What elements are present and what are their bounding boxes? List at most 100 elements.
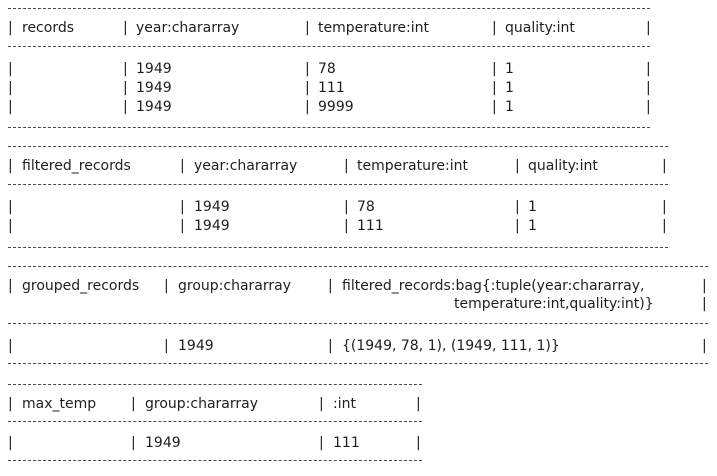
table-border-bottom [8, 363, 708, 364]
column-separator: | [8, 20, 13, 36]
table-filtered-records: | filtered_records | year:chararray | te… [8, 146, 670, 250]
column-separator: | [8, 435, 13, 451]
column-header: group:chararray [145, 396, 258, 412]
column-separator: | [515, 158, 520, 174]
cell-value: 1949 [145, 435, 181, 451]
column-separator: | [180, 158, 185, 174]
table-border-top [8, 266, 708, 267]
column-separator: | [131, 396, 136, 412]
cell-value: 1949 [194, 218, 230, 234]
column-separator: | [8, 99, 13, 115]
cell-value: 1949 [136, 80, 172, 96]
column-separator: | [646, 99, 651, 115]
column-separator: | [131, 435, 136, 451]
cell-value: 111 [357, 218, 384, 234]
column-separator: | [8, 158, 13, 174]
column-separator: | [123, 80, 128, 96]
table-border-top [8, 8, 650, 9]
column-separator: | [8, 218, 13, 234]
column-separator: | [662, 218, 667, 234]
cell-value: {(1949, 78, 1), (1949, 111, 1)} [342, 338, 560, 354]
table-max-temp: | max_temp | group:chararray | :int | | … [8, 384, 424, 468]
column-separator: | [123, 99, 128, 115]
column-separator: | [8, 61, 13, 77]
alias-header: records [22, 20, 75, 36]
cell-value: 1 [528, 218, 537, 234]
column-separator: | [646, 20, 651, 36]
column-separator: | [492, 99, 497, 115]
column-separator: | [180, 218, 185, 234]
header-divider [8, 46, 650, 47]
column-separator: | [164, 338, 169, 354]
column-separator: | [319, 396, 324, 412]
alias-header: filtered_records [22, 158, 131, 174]
column-separator: | [515, 199, 520, 215]
column-separator: | [492, 61, 497, 77]
cell-value: 111 [318, 80, 345, 96]
column-separator: | [319, 435, 324, 451]
column-header: year:chararray [136, 20, 240, 36]
column-separator: | [662, 158, 667, 174]
column-separator: | [305, 61, 310, 77]
column-separator: | [164, 278, 169, 294]
table-border-top [8, 146, 668, 147]
header-divider [8, 184, 668, 185]
column-separator: | [515, 218, 520, 234]
alias-header: grouped_records [22, 278, 140, 294]
alias-header: max_temp [22, 396, 97, 412]
column-header: quality:int [528, 158, 598, 174]
table-border-bottom [8, 127, 650, 128]
column-header: filtered_records:bag{:tuple(year:chararr… [342, 278, 645, 294]
column-separator: | [702, 296, 707, 312]
table-border-bottom [8, 247, 668, 248]
table-border-top [8, 384, 422, 385]
column-separator: | [416, 435, 421, 451]
column-separator: | [328, 338, 333, 354]
column-separator: | [305, 20, 310, 36]
column-separator: | [123, 20, 128, 36]
column-separator: | [8, 338, 13, 354]
column-separator: | [344, 199, 349, 215]
table-records: | records | year:chararray | temperature… [8, 8, 656, 130]
column-separator: | [344, 218, 349, 234]
cell-value: 1 [505, 80, 514, 96]
column-separator: | [123, 61, 128, 77]
cell-value: 1 [505, 61, 514, 77]
column-header: temperature:int [318, 20, 429, 36]
column-separator: | [8, 278, 13, 294]
column-header: group:chararray [178, 278, 291, 294]
column-header: year:chararray [194, 158, 298, 174]
column-separator: | [662, 199, 667, 215]
column-separator: | [492, 80, 497, 96]
header-divider [8, 421, 422, 422]
cell-value: 1 [505, 99, 514, 115]
column-header: temperature:int [357, 158, 468, 174]
cell-value: 1949 [136, 99, 172, 115]
cell-value: 78 [357, 199, 375, 215]
cell-value: 78 [318, 61, 336, 77]
column-separator: | [8, 80, 13, 96]
cell-value: 1949 [178, 338, 214, 354]
cell-value: 1949 [136, 61, 172, 77]
column-separator: | [492, 20, 497, 36]
column-separator: | [328, 278, 333, 294]
cell-value: 111 [333, 435, 360, 451]
column-separator: | [8, 396, 13, 412]
column-separator: | [344, 158, 349, 174]
cell-value: 9999 [318, 99, 354, 115]
column-separator: | [416, 396, 421, 412]
header-divider [8, 323, 708, 324]
column-separator: | [702, 338, 707, 354]
column-separator: | [646, 61, 651, 77]
column-header: :int [333, 396, 356, 412]
column-separator: | [305, 80, 310, 96]
column-separator: | [305, 99, 310, 115]
column-separator: | [702, 278, 707, 294]
cell-value: 1 [528, 199, 537, 215]
table-border-bottom [8, 460, 422, 461]
column-separator: | [180, 199, 185, 215]
column-separator: | [646, 80, 651, 96]
column-separator: | [8, 199, 13, 215]
table-grouped-records: | grouped_records | group:chararray | fi… [8, 266, 713, 366]
cell-value: 1949 [194, 199, 230, 215]
